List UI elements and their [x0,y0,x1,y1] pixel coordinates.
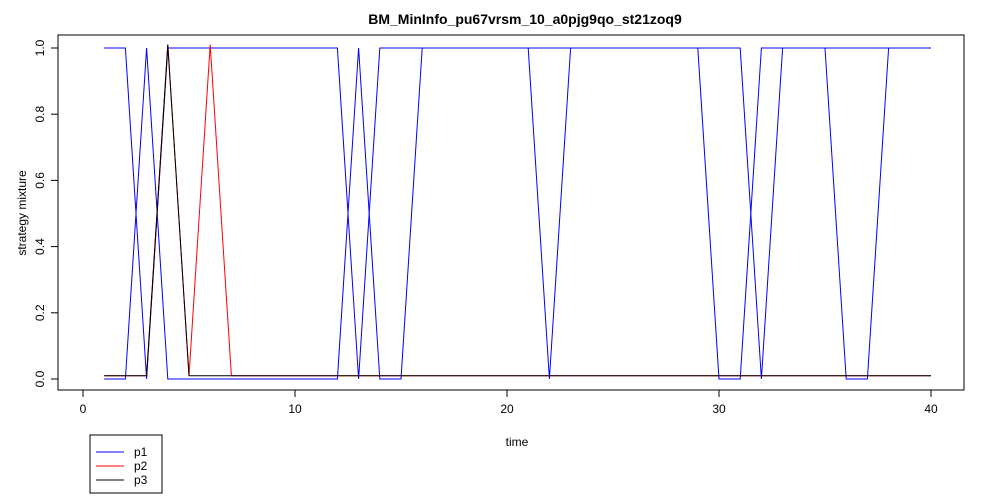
legend-label-p2: p2 [134,459,148,473]
y-axis: 0.0 0.2 0.4 0.6 0.8 1.0 [33,39,59,387]
y-axis-label: strategy mixture [15,170,29,256]
legend-label-p1: p1 [134,445,148,459]
series-line-p3 [104,44,931,377]
x-tick-label: 40 [924,402,938,416]
x-axis: 0 10 20 30 40 [80,389,938,416]
y-tick-label: 0.2 [33,304,47,321]
y-tick-label: 0.6 [33,172,47,189]
x-tick-label: 30 [712,402,726,416]
y-tick-label: 0.8 [33,106,47,123]
x-axis-label: time [506,435,529,449]
chart-title: BM_MinInfo_pu67vrsm_10_a0pjg9qo_st21zoq9 [368,11,682,27]
y-tick-label: 1.0 [33,39,47,56]
x-tick-label: 0 [80,402,87,416]
x-tick-label: 10 [288,402,302,416]
series-layer [104,44,931,380]
legend-box [89,434,163,494]
series-line-p1 [104,47,931,380]
x-tick-label: 20 [500,402,514,416]
y-tick-label: 0.4 [33,238,47,255]
y-tick-label: 0.0 [33,370,47,387]
legend-label-p3: p3 [134,473,148,487]
